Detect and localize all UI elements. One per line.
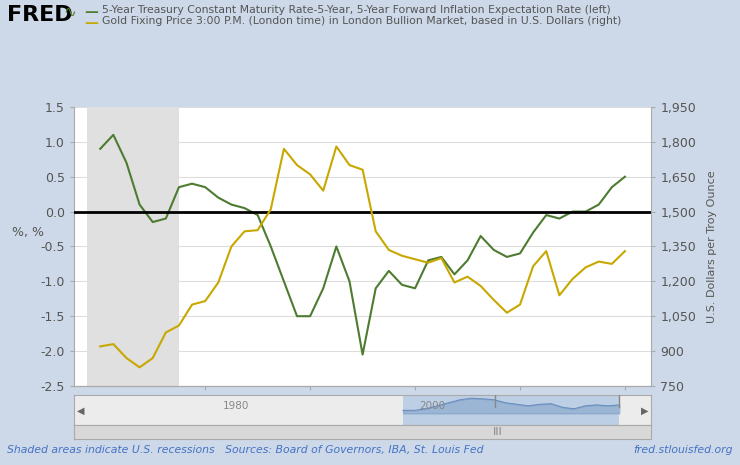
Y-axis label: %, %: %, % xyxy=(12,226,44,239)
Text: 1980: 1980 xyxy=(223,401,249,411)
Text: ▶: ▶ xyxy=(641,405,648,415)
Text: 5-Year Treasury Constant Maturity Rate-5-Year, 5-Year Forward Inflation Expectat: 5-Year Treasury Constant Maturity Rate-5… xyxy=(102,5,611,15)
Text: Shaded areas indicate U.S. recessions   Sources: Board of Governors, IBA, St. Lo: Shaded areas indicate U.S. recessions So… xyxy=(7,445,484,455)
Text: —: — xyxy=(85,16,109,30)
Text: ◀: ◀ xyxy=(77,405,84,415)
Text: fred.stlouisfed.org: fred.stlouisfed.org xyxy=(633,445,733,455)
Y-axis label: U.S. Dollars per Troy Ounce: U.S. Dollars per Troy Ounce xyxy=(707,170,717,323)
Text: ∿: ∿ xyxy=(63,5,75,20)
Text: Gold Fixing Price 3:00 P.M. (London time) in London Bullion Market, based in U.S: Gold Fixing Price 3:00 P.M. (London time… xyxy=(102,16,622,27)
Text: III: III xyxy=(494,427,503,438)
Bar xyxy=(87,107,179,386)
Bar xyxy=(403,395,619,425)
Text: 2000: 2000 xyxy=(419,401,445,411)
Text: FRED: FRED xyxy=(7,5,73,25)
Text: —: — xyxy=(85,5,109,19)
